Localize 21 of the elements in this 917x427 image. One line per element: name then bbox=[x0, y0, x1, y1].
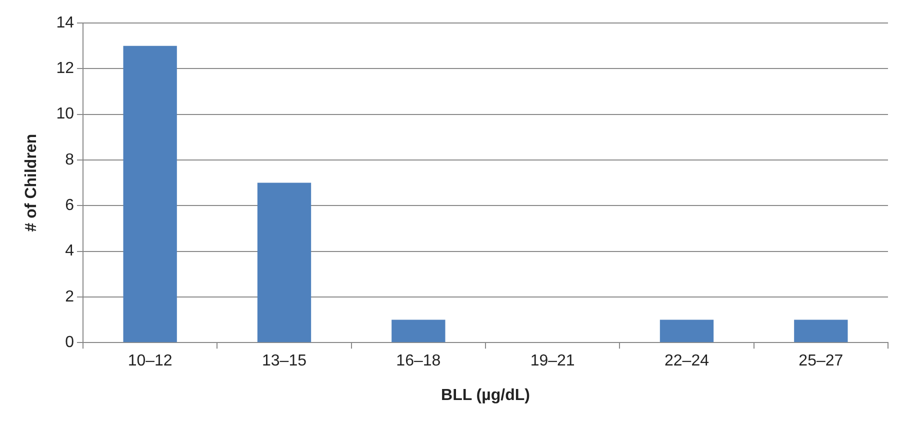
y-tick-label: 6 bbox=[65, 197, 74, 214]
bar bbox=[123, 46, 177, 342]
y-tick-label: 0 bbox=[65, 334, 74, 352]
x-tick-label: 16–18 bbox=[396, 352, 441, 370]
y-tick-label: 2 bbox=[65, 288, 74, 306]
y-axis-title: # of Children bbox=[23, 134, 40, 232]
y-tick-label: 4 bbox=[65, 242, 74, 260]
x-tick-label: 10–12 bbox=[128, 352, 172, 370]
y-tick-label: 10 bbox=[56, 106, 74, 123]
y-tick-label: 14 bbox=[56, 14, 74, 32]
x-tick-label: 19–21 bbox=[530, 352, 575, 370]
x-axis-title: BLL (µg/dL) bbox=[441, 386, 530, 404]
y-tick-label: 12 bbox=[56, 60, 74, 78]
y-tick-label: 8 bbox=[65, 151, 74, 168]
bar bbox=[257, 182, 312, 342]
bar bbox=[660, 320, 714, 342]
bar bbox=[794, 320, 848, 342]
bar bbox=[392, 320, 446, 342]
x-tick-label: 25–27 bbox=[798, 352, 844, 370]
x-tick-label: 22–24 bbox=[664, 352, 710, 370]
x-tick-label: 13–15 bbox=[262, 352, 307, 370]
